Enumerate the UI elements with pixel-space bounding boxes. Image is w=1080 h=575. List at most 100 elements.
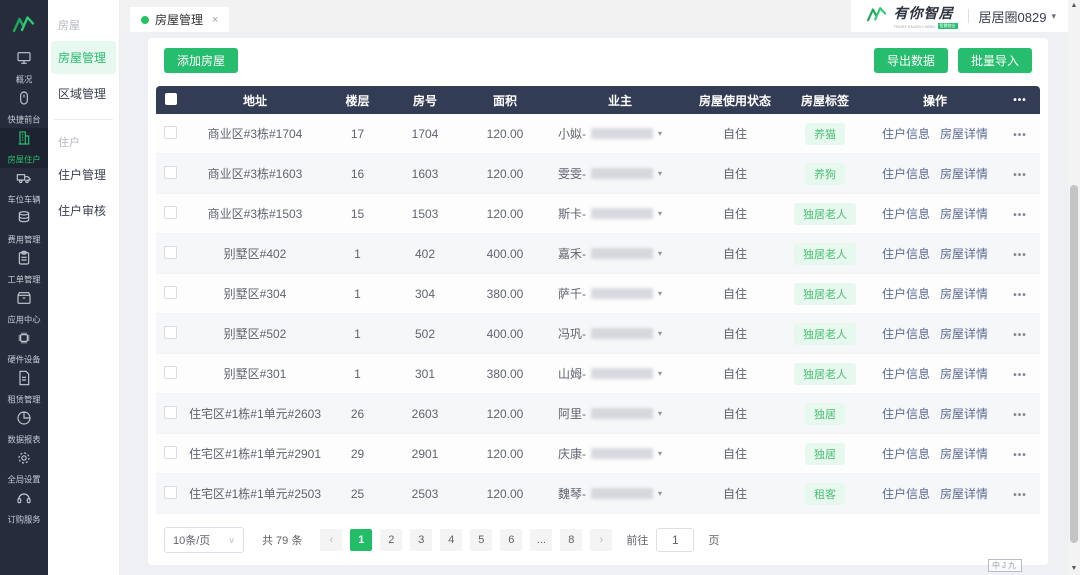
row-checkbox[interactable] (164, 445, 177, 459)
resident-info-link[interactable]: 住户信息 (881, 167, 930, 181)
house-detail-link[interactable]: 房屋详情 (940, 447, 989, 461)
next-page-button[interactable]: › (590, 529, 613, 551)
sidebar-item-overview[interactable]: 概况 (0, 48, 48, 88)
row-more-button[interactable]: ••• (1013, 249, 1027, 261)
row-checkbox[interactable] (164, 485, 177, 499)
resident-info-link[interactable]: 住户信息 (881, 247, 930, 261)
house-detail-link[interactable]: 房屋详情 (940, 407, 989, 421)
house-detail-link[interactable]: 房屋详情 (940, 207, 989, 221)
owner-dropdown[interactable]: 山姆- ▾ (550, 365, 690, 382)
page-button[interactable]: 3 (410, 529, 433, 551)
row-more-button[interactable]: ••• (1013, 169, 1027, 181)
column-header-area: 面积 (492, 93, 517, 108)
row-checkbox[interactable] (164, 405, 177, 419)
owner-dropdown[interactable]: 小姒- ▾ (550, 125, 690, 142)
table-row: 别墅区#304 1 304 380.00 萨千- ▾ 自住 独居老人 住户信息 … (156, 274, 1040, 314)
house-detail-link[interactable]: 房屋详情 (940, 367, 989, 381)
owner-dropdown[interactable]: 庆康- ▾ (550, 445, 690, 462)
export-data-button[interactable]: 导出数据 (873, 48, 948, 73)
house-tag-badge: 独居 (805, 442, 845, 465)
page-button[interactable]: 8 (560, 529, 583, 551)
resident-info-link[interactable]: 住户信息 (881, 487, 930, 501)
page-scrollbar[interactable]: ▲ ▼ (1068, 0, 1080, 575)
sidebar-item-data-reports[interactable]: 数据报表 (0, 408, 48, 448)
add-house-button[interactable]: 添加房屋 (164, 48, 239, 73)
sidebar-item-hardware-devices[interactable]: 硬件设备 (0, 328, 48, 368)
sidebar-item-work-orders[interactable]: 工单管理 (0, 248, 48, 288)
house-detail-link[interactable]: 房屋详情 (940, 167, 989, 181)
goto-page-input[interactable] (656, 528, 695, 552)
row-more-button[interactable]: ••• (1013, 489, 1027, 501)
owner-dropdown[interactable]: 冯巩- ▾ (550, 325, 690, 342)
scroll-down-arrow-icon[interactable]: ▼ (1070, 565, 1078, 572)
owner-name: 阿里- (558, 407, 586, 421)
owner-dropdown[interactable]: 雯雯- ▾ (550, 165, 690, 182)
subnav-item-resident-management[interactable]: 住户管理 (58, 168, 107, 182)
row-checkbox[interactable] (164, 125, 177, 139)
row-checkbox[interactable] (164, 165, 177, 179)
cell-floor: 1 (354, 246, 361, 261)
page-button[interactable]: ... (530, 529, 553, 551)
house-detail-link[interactable]: 房屋详情 (940, 287, 989, 301)
resident-info-link[interactable]: 住户信息 (881, 407, 930, 421)
account-menu[interactable]: 居居圈0829 ▾ (979, 7, 1056, 26)
page-button[interactable]: 5 (470, 529, 493, 551)
resident-info-link[interactable]: 住户信息 (881, 367, 930, 381)
resident-info-link[interactable]: 住户信息 (881, 207, 930, 221)
owner-dropdown[interactable]: 嘉禾- ▾ (550, 245, 690, 262)
tab-house-management[interactable]: 房屋管理 × (130, 7, 230, 32)
brand: 有你智居 TRUST ENJOY LIVING 智慧物业 (865, 3, 958, 29)
row-more-button[interactable]: ••• (1013, 209, 1027, 221)
row-more-button[interactable]: ••• (1013, 289, 1027, 301)
scrollbar-thumb[interactable] (1070, 185, 1078, 543)
house-detail-link[interactable]: 房屋详情 (940, 327, 989, 341)
page-button[interactable]: 1 (350, 529, 373, 551)
sidebar-item-global-settings[interactable]: 全局设置 (0, 448, 48, 488)
house-detail-link[interactable]: 房屋详情 (940, 127, 989, 141)
row-more-button[interactable]: ••• (1013, 329, 1027, 341)
sidebar-item-app-center[interactable]: 应用中心 (0, 288, 48, 328)
page-button[interactable]: 6 (500, 529, 523, 551)
owner-dropdown[interactable]: 斯卡- ▾ (550, 205, 690, 222)
truck-icon (16, 170, 32, 191)
scroll-up-arrow-icon[interactable]: ▲ (1070, 2, 1078, 9)
resident-info-link[interactable]: 住户信息 (881, 447, 930, 461)
row-more-button[interactable]: ••• (1013, 369, 1027, 381)
table-row: 商业区#3栋#1603 16 1603 120.00 雯雯- ▾ 自住 养狗 住… (156, 154, 1040, 194)
page-button[interactable]: 2 (380, 529, 403, 551)
resident-info-link[interactable]: 住户信息 (881, 327, 930, 341)
sidebar-item-subscription-service[interactable]: 订购服务 (0, 488, 48, 528)
owner-dropdown[interactable]: 萨千- ▾ (550, 285, 690, 302)
row-checkbox[interactable] (164, 285, 177, 299)
page-button[interactable]: 4 (440, 529, 463, 551)
import-batch-button[interactable]: 批量导入 (957, 48, 1032, 73)
column-settings-button[interactable]: ••• (1013, 94, 1027, 106)
sidebar-item-quick-frontdesk[interactable]: 快捷前台 (0, 88, 48, 128)
subnav-item-house-management[interactable]: 房屋管理 (51, 41, 116, 74)
house-detail-link[interactable]: 房屋详情 (940, 247, 989, 261)
prev-page-button[interactable]: ‹ (320, 529, 343, 551)
sidebar-item-house-residents[interactable]: 房屋住户 (0, 128, 48, 168)
row-checkbox[interactable] (164, 325, 177, 339)
sidebar-item-fee-management[interactable]: 费用管理 (0, 208, 48, 248)
select-all-checkbox[interactable] (164, 92, 177, 105)
row-more-button[interactable]: ••• (1013, 129, 1027, 141)
subnav-item-area-management[interactable]: 区域管理 (58, 87, 107, 101)
owner-dropdown[interactable]: 阿里- ▾ (550, 405, 690, 422)
row-more-button[interactable]: ••• (1013, 409, 1027, 421)
row-checkbox[interactable] (164, 245, 177, 259)
house-detail-link[interactable]: 房屋详情 (940, 487, 989, 501)
page-size-select[interactable]: 10条/页 ∨ (164, 527, 244, 553)
owner-dropdown[interactable]: 魏琴- ▾ (550, 485, 690, 502)
chevron-down-icon: ▾ (658, 289, 663, 298)
subnav-item-resident-review[interactable]: 住户审核 (58, 204, 107, 218)
row-more-button[interactable]: ••• (1013, 449, 1027, 461)
resident-info-link[interactable]: 住户信息 (881, 287, 930, 301)
sidebar-item-lease-management[interactable]: 租赁管理 (0, 368, 48, 408)
close-icon[interactable]: × (212, 13, 219, 26)
row-checkbox[interactable] (164, 365, 177, 379)
active-tab-dot (141, 15, 149, 24)
sidebar-item-parking-vehicles[interactable]: 车位车辆 (0, 168, 48, 208)
row-checkbox[interactable] (164, 205, 177, 219)
resident-info-link[interactable]: 住户信息 (881, 127, 930, 141)
